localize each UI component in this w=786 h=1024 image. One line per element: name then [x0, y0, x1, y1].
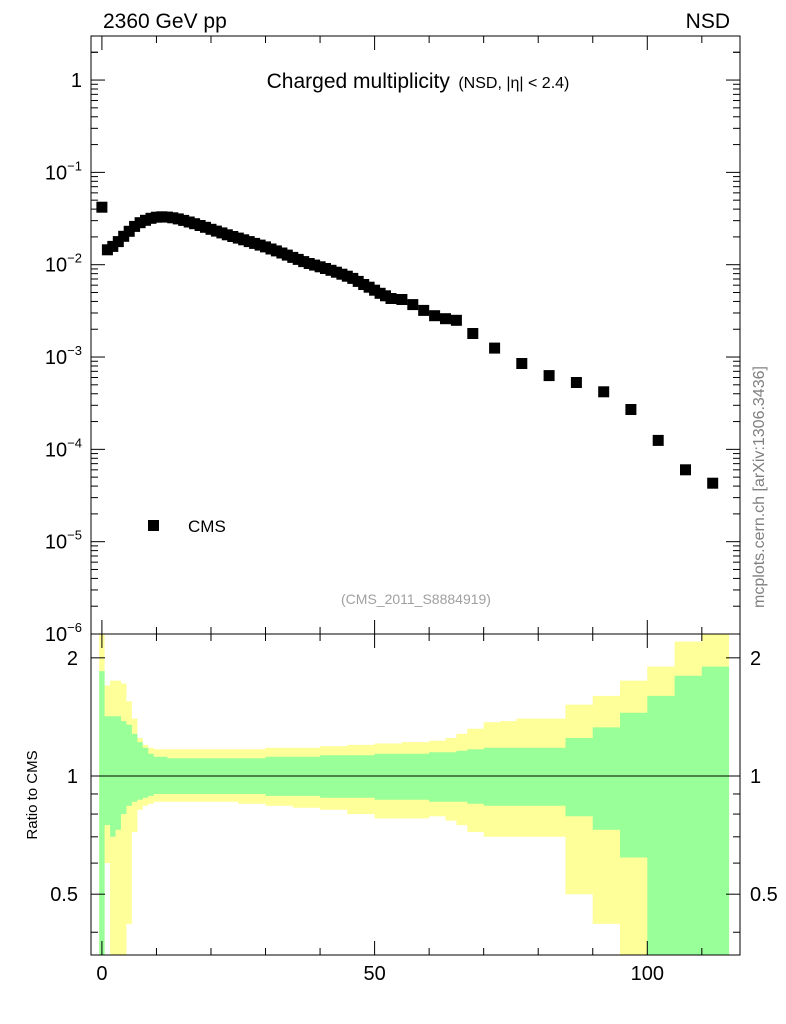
main-y-tick-label-exponent: −6 — [67, 620, 82, 635]
data-point — [418, 304, 430, 316]
main-y-tick-label-exponent: −2 — [67, 251, 82, 266]
ratio-x-tick-label: 100 — [631, 963, 664, 985]
ratio-inner-band — [99, 666, 730, 955]
main-y-tick-label-base: 1 — [71, 70, 82, 92]
main-y-tick-label: 10−2 — [45, 251, 82, 277]
main-y-tick-label-base: 10 — [45, 347, 67, 369]
chart-title: Charged multiplicity — [267, 70, 451, 93]
data-point — [440, 313, 451, 325]
analysis-id: (CMS_2011_S8884919) — [341, 591, 491, 607]
energy-label: 2360 GeV pp — [103, 10, 227, 33]
main-y-tick-label-base: 10 — [45, 532, 67, 554]
axis-ticks — [91, 35, 740, 955]
data-point — [396, 294, 408, 305]
data-point — [385, 293, 397, 304]
data-point — [450, 314, 462, 326]
data-point — [489, 342, 501, 354]
ratio-y-tick-label-right: 2 — [750, 648, 761, 670]
ratio-y-tick-label-right: 0.5 — [750, 884, 778, 906]
data-point — [570, 377, 582, 388]
legend-label-cms: CMS — [188, 517, 226, 536]
chart-subtitle: (NSD, |η| < 2.4) — [458, 75, 569, 92]
ratio-y-tick-label-right: 1 — [750, 766, 761, 788]
data-point — [652, 434, 664, 446]
data-point — [467, 328, 479, 339]
main-y-tick-label: 1 — [71, 70, 82, 92]
data-point — [407, 299, 419, 311]
main-panel-frame — [90, 35, 741, 635]
data-point — [516, 358, 528, 369]
data-point — [680, 464, 691, 476]
ratio-x-tick-label: 0 — [96, 963, 107, 985]
ratio-y-tick-label: 2 — [67, 648, 78, 670]
data-point — [625, 404, 637, 415]
main-y-tick-label: 10−4 — [45, 435, 82, 461]
main-y-tick-label-base: 10 — [45, 624, 67, 646]
chart-title-group: Charged multiplicity (NSD, |η| < 2.4) — [267, 70, 570, 93]
mcplots-side-label: mcplots.cern.ch [arXiv:1306.3436] — [751, 366, 768, 608]
main-y-tick-label-exponent: −5 — [67, 528, 82, 543]
main-y-tick-label-exponent: −4 — [67, 435, 82, 450]
process-label: NSD — [686, 10, 730, 33]
legend-marker-cms — [148, 520, 159, 531]
data-point — [96, 201, 108, 213]
ratio-panel-frame — [90, 633, 741, 956]
ratio-y-tick-label: 0.5 — [50, 884, 78, 906]
main-y-tick-label: 10−3 — [45, 343, 82, 369]
data-point — [429, 310, 441, 322]
data-point — [598, 386, 610, 398]
main-y-tick-label-base: 10 — [45, 439, 67, 461]
main-y-tick-label-exponent: −3 — [67, 343, 82, 358]
ratio-y-tick-label: 1 — [67, 766, 78, 788]
main-y-tick-label: 10−5 — [45, 528, 82, 554]
cms-data-points — [96, 201, 719, 489]
data-point — [707, 477, 719, 489]
main-y-tick-label-exponent: −1 — [67, 158, 82, 173]
data-point — [543, 370, 555, 382]
ratio-x-tick-label: 50 — [363, 963, 385, 985]
ratio-y-axis-label: Ratio to CMS — [24, 750, 41, 839]
main-y-tick-label-base: 10 — [45, 162, 67, 184]
main-y-tick-label-base: 10 — [45, 255, 67, 277]
main-y-tick-label: 10−6 — [45, 620, 82, 646]
main-y-tick-label: 10−1 — [45, 158, 82, 184]
ratio-bands — [99, 634, 730, 955]
